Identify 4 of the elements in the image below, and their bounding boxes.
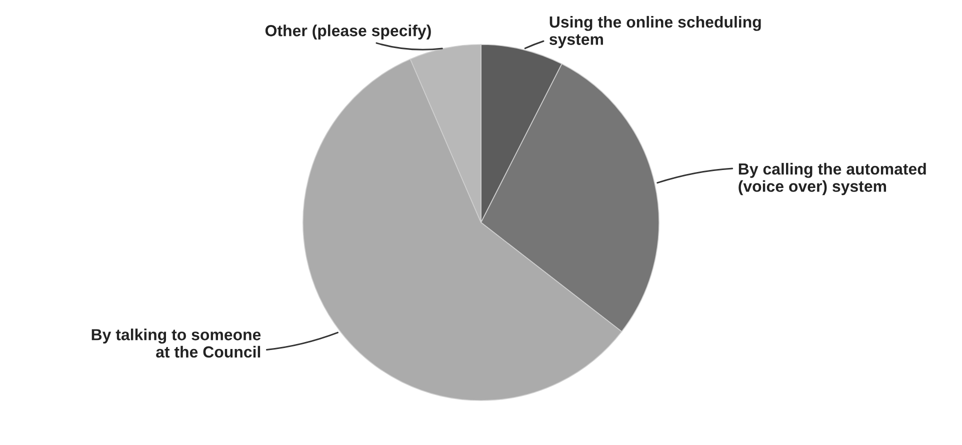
slice-label: By calling the automated (voice over) system	[738, 162, 926, 196]
slice-label: Other (please specify)	[265, 24, 431, 40]
slice-label: Using the online scheduling system	[549, 16, 761, 48]
slice-label: By talking to someone at the Council	[92, 328, 261, 358]
